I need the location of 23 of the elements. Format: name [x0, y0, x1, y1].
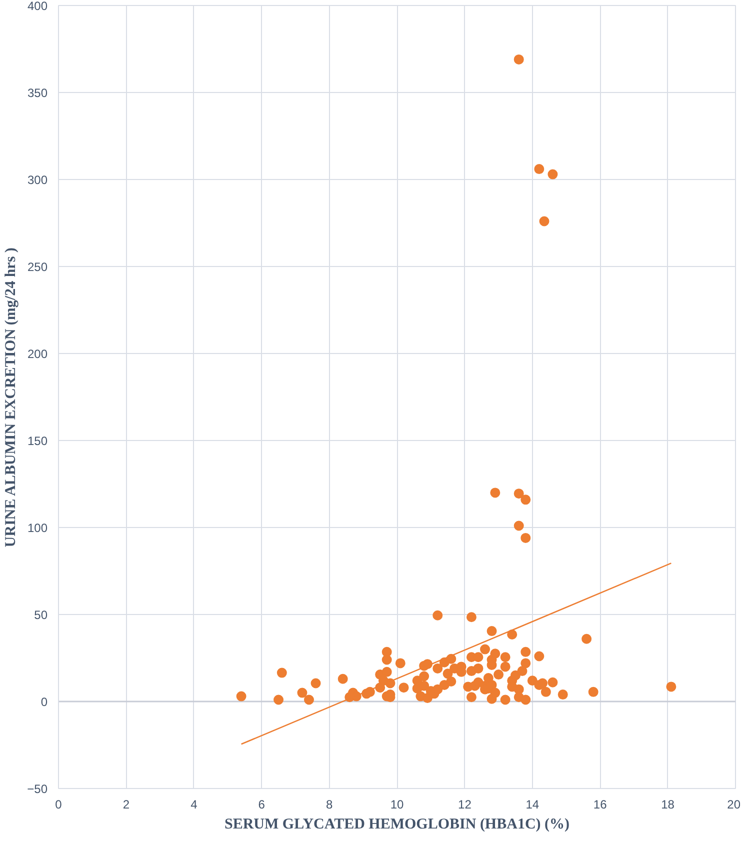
- x-tick-label: 12: [458, 798, 472, 812]
- x-tick-label: 0: [55, 798, 62, 812]
- x-tick-label: 14: [526, 798, 540, 812]
- y-tick-label: 100: [27, 521, 48, 535]
- y-tick-label: 0: [40, 695, 48, 709]
- x-tick-label: 16: [593, 798, 608, 812]
- y-tick-label: 400: [27, 0, 48, 13]
- y-axis-title: URINE ALBUMIN EXCRETION (mg/24 hrs ): [3, 248, 20, 548]
- x-tick-label: 20: [727, 798, 741, 812]
- y-tick-label: 300: [27, 173, 48, 187]
- x-tick-label: 10: [390, 798, 404, 812]
- x-tick-label: 8: [326, 798, 333, 812]
- y-tick-label: 50: [34, 608, 48, 622]
- y-tick-label: 250: [27, 260, 48, 274]
- x-tick-label: 6: [258, 798, 266, 812]
- y-tick-label: 150: [27, 434, 48, 448]
- y-tick-label: −50: [27, 782, 48, 796]
- y-tick-label: 350: [27, 86, 48, 100]
- y-tick-label: 200: [27, 347, 48, 361]
- x-tick-label: 4: [190, 798, 198, 812]
- x-tick-label: 2: [122, 798, 130, 812]
- x-tick-label: 18: [661, 798, 675, 812]
- x-axis-title: SERUM GLYCATED HEMOGLOBIN (HBA1C) (%): [224, 816, 570, 832]
